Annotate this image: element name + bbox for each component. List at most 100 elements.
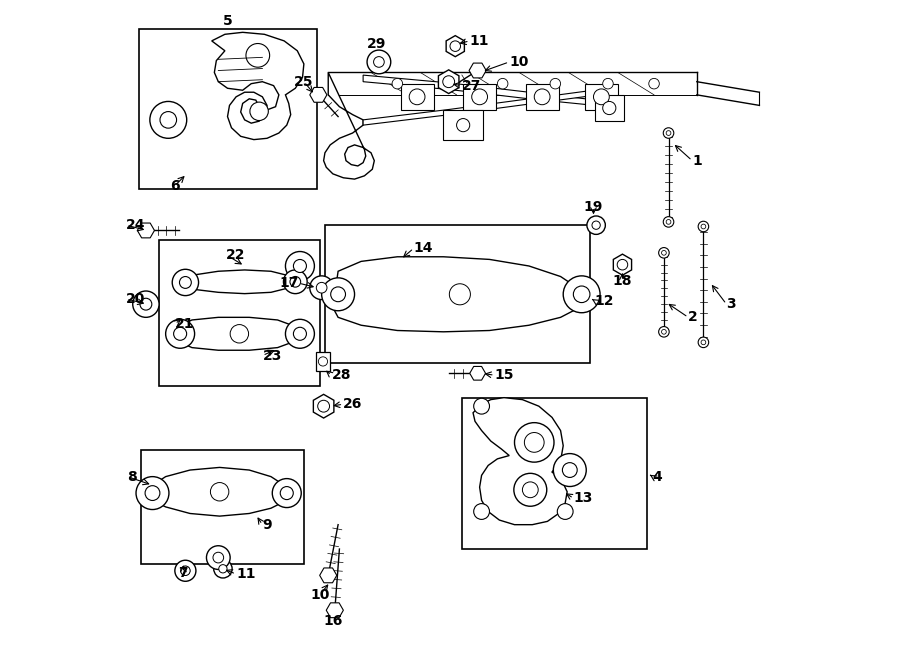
Text: 7: 7 [178, 566, 188, 580]
Circle shape [206, 546, 230, 569]
Circle shape [172, 269, 199, 295]
Circle shape [525, 432, 544, 452]
Bar [325, 225, 590, 364]
Circle shape [443, 76, 454, 88]
Polygon shape [324, 73, 374, 179]
Polygon shape [320, 568, 337, 583]
Circle shape [666, 131, 670, 136]
Bar [464, 84, 496, 110]
Circle shape [374, 57, 384, 67]
Circle shape [666, 219, 670, 224]
Circle shape [698, 337, 708, 348]
Circle shape [554, 453, 586, 486]
Circle shape [587, 216, 606, 235]
Bar [140, 450, 304, 564]
Circle shape [367, 50, 391, 74]
Text: 20: 20 [126, 292, 146, 306]
Circle shape [181, 566, 190, 575]
Circle shape [175, 561, 196, 581]
Circle shape [246, 44, 270, 67]
Text: 18: 18 [613, 274, 632, 288]
Polygon shape [470, 366, 485, 380]
Circle shape [662, 251, 666, 255]
Circle shape [140, 298, 152, 310]
Circle shape [211, 483, 229, 501]
Polygon shape [327, 603, 344, 617]
Circle shape [330, 287, 346, 301]
Text: 24: 24 [126, 218, 146, 232]
Text: 9: 9 [263, 518, 272, 531]
Circle shape [662, 329, 666, 334]
Bar [585, 84, 617, 110]
Text: 29: 29 [366, 37, 386, 51]
Circle shape [273, 479, 302, 508]
Polygon shape [185, 270, 295, 293]
Bar [595, 95, 625, 121]
Text: 10: 10 [310, 588, 329, 602]
Text: 28: 28 [331, 368, 351, 382]
Circle shape [557, 504, 573, 520]
Circle shape [392, 79, 402, 89]
Circle shape [472, 89, 488, 104]
Polygon shape [138, 223, 155, 238]
Text: 8: 8 [128, 469, 137, 484]
Polygon shape [473, 398, 567, 525]
Text: 12: 12 [595, 294, 615, 308]
Bar [444, 110, 483, 139]
Circle shape [410, 89, 425, 104]
Circle shape [659, 248, 670, 258]
Circle shape [573, 286, 590, 303]
Polygon shape [313, 395, 334, 418]
Text: 17: 17 [279, 276, 299, 290]
Circle shape [663, 217, 674, 227]
Circle shape [250, 102, 268, 120]
Text: 15: 15 [495, 368, 514, 382]
Text: 1: 1 [692, 153, 702, 168]
Circle shape [293, 260, 306, 272]
Circle shape [449, 284, 471, 305]
Polygon shape [613, 254, 632, 275]
Text: 25: 25 [294, 75, 313, 89]
Circle shape [663, 128, 674, 138]
Polygon shape [333, 256, 581, 332]
Circle shape [280, 486, 293, 500]
Circle shape [659, 327, 670, 337]
Circle shape [136, 477, 169, 510]
Circle shape [179, 276, 192, 288]
Circle shape [213, 552, 223, 563]
Text: 19: 19 [584, 200, 603, 214]
Circle shape [473, 399, 490, 414]
Text: 2: 2 [688, 310, 698, 325]
Circle shape [617, 259, 627, 270]
Circle shape [456, 118, 470, 132]
Circle shape [284, 270, 307, 293]
Circle shape [515, 422, 554, 462]
Text: 11: 11 [470, 34, 490, 48]
Circle shape [293, 327, 306, 340]
Text: 26: 26 [344, 397, 363, 411]
Circle shape [213, 560, 232, 578]
Bar [462, 398, 647, 549]
Circle shape [473, 504, 490, 520]
Circle shape [132, 291, 159, 317]
Text: 16: 16 [323, 615, 343, 629]
Circle shape [290, 276, 301, 287]
Text: 27: 27 [462, 79, 482, 93]
Circle shape [593, 89, 609, 104]
Bar [400, 84, 434, 110]
Circle shape [535, 89, 550, 104]
Circle shape [321, 278, 355, 311]
Bar [159, 240, 320, 387]
Circle shape [318, 401, 329, 412]
Polygon shape [180, 317, 300, 350]
Circle shape [603, 101, 616, 114]
Polygon shape [438, 70, 459, 94]
Circle shape [319, 357, 328, 366]
Circle shape [698, 221, 708, 232]
Polygon shape [152, 467, 287, 516]
Circle shape [701, 224, 706, 229]
Circle shape [166, 319, 194, 348]
Text: 14: 14 [414, 241, 433, 255]
Bar [140, 29, 317, 189]
Circle shape [514, 473, 547, 506]
